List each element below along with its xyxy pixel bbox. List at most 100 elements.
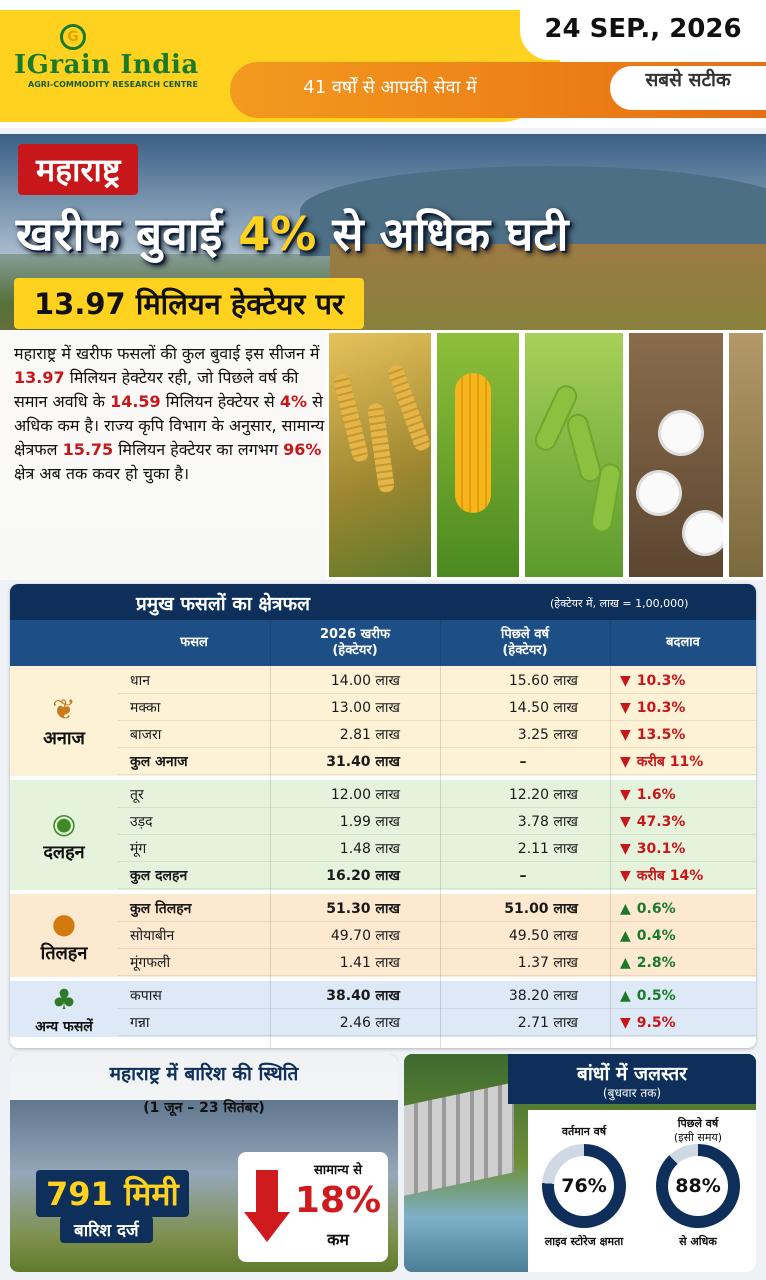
table-row: गन्ना 2.46 लाख 2.71 लाख ▼ 9.5% xyxy=(118,1009,756,1036)
change-percent: 1.6% xyxy=(636,786,676,803)
column-divider xyxy=(270,620,271,1048)
current-area: 1.41 लाख xyxy=(339,955,400,971)
change-percent: करीब 14% xyxy=(636,868,704,884)
table-row: बाजरा 2.81 लाख 3.25 लाख ▼ 13.5% xyxy=(118,721,756,748)
up-arrow-icon: ▲ xyxy=(620,927,631,944)
current-area: 13.00 लाख xyxy=(330,700,400,716)
col-header-previous: पिछले वर्ष (हेक्टेयर) xyxy=(501,627,549,658)
crop-name: गन्ना xyxy=(130,1015,150,1031)
table-unit-note: (हेक्टेयर में, लाख = 1,00,000) xyxy=(550,597,689,610)
intro-value: 96% xyxy=(283,440,322,459)
dam-header xyxy=(508,1054,756,1104)
crop-group-name: अनाज xyxy=(43,728,85,749)
dam-title: बांधों में जलस्तर xyxy=(577,1063,687,1085)
current-area: 2.81 लाख xyxy=(339,727,400,743)
cotton-boll xyxy=(685,513,723,553)
normal-label: सामान्य से xyxy=(314,1163,362,1178)
intro-panel xyxy=(0,330,330,580)
intro-text: से अधिक कम है। राज्य कृपि विभाग के अनुसा… xyxy=(14,392,325,459)
table-row: मक्का 13.00 लाख 14.50 लाख ▼ 10.3% xyxy=(118,694,756,721)
current-area: 31.40 लाख xyxy=(326,754,400,770)
change-value: ▼ करीब 14% xyxy=(610,862,750,889)
maize-photo xyxy=(434,330,522,580)
crop-group-name: तिलहन xyxy=(40,942,88,964)
crop-group: ● तिलहन कुल तिलहन 51.30 लाख 51.00 लाख ▲ 0.6% सो… xyxy=(10,894,756,977)
crop-group-name: दलहन xyxy=(43,842,85,863)
change-percent: 30.1% xyxy=(636,840,686,857)
change-percent: 10.3% xyxy=(636,672,686,689)
rainfall-panel: महाराष्ट्र में बारिश की स्थिति (1 जून – … xyxy=(10,1054,398,1272)
intro-text: मिलियन हेक्टेयर से xyxy=(160,392,280,411)
grain-ear xyxy=(332,372,370,464)
column-divider xyxy=(440,620,441,1048)
current-area: 14.00 लाख xyxy=(330,673,400,689)
change-percent: करीब 11% xyxy=(636,754,704,770)
crop-area-table: प्रमुख फसलों का क्षेत्रफल (हेक्टेयर में,… xyxy=(10,584,756,1048)
previous-area: 49.50 लाख xyxy=(508,928,578,944)
pulses-photo xyxy=(522,330,626,580)
previous-area: 3.78 लाख xyxy=(517,814,578,830)
crop-group-label: ♣ अन्य फसलें xyxy=(10,981,118,1037)
change-percent: 0.4% xyxy=(636,927,676,944)
table-row: सोयाबीन 49.70 लाख 49.50 लाख ▲ 0.4% xyxy=(118,922,756,949)
crop-name: कुल तिलहन xyxy=(130,901,192,917)
crop-group-label: ◉ दलहन xyxy=(10,780,118,890)
crop-group: ❦ अनाज धान 14.00 लाख 15.60 लाख ▼ 10.3% मक्का 13.… xyxy=(10,666,756,776)
change-value: ▼ 30.1% xyxy=(610,835,750,862)
rainfall-header xyxy=(10,1054,398,1100)
previous-year-label: पिछले वर्ष xyxy=(677,1117,719,1130)
pea-pod-icon: ◉ xyxy=(51,806,77,840)
sprout-icon: ♣ xyxy=(51,983,77,1016)
previous-area: – xyxy=(519,867,527,884)
intro-value: 13.97 xyxy=(14,368,65,387)
previous-area: 2.71 लाख xyxy=(517,1015,578,1031)
crop-group: ◉ दलहन तूर 12.00 लाख 12.20 लाख ▼ 1.6% उड़द 1.99 … xyxy=(10,780,756,890)
table-row: तूर 12.00 लाख 12.20 लाख ▼ 1.6% xyxy=(118,781,756,808)
change-percent: 9.5% xyxy=(636,1014,676,1031)
crop-name: धान xyxy=(130,673,151,689)
change-value: ▼ 13.5% xyxy=(610,721,750,748)
change-value: ▼ 47.3% xyxy=(610,808,750,835)
col-header-current: 2026 खरीफ (हेक्टेयर) xyxy=(319,627,391,658)
current-area: 12.00 लाख xyxy=(330,787,400,803)
cotton-boll xyxy=(661,413,701,453)
change-value: ▼ 9.5% xyxy=(610,1009,750,1036)
column-divider xyxy=(610,620,611,1048)
subheadline: 13.97 मिलियन हेक्टेयर पर xyxy=(14,278,364,329)
change-percent: 0.6% xyxy=(636,900,676,917)
change-value: ▲ 0.5% xyxy=(610,982,750,1009)
current-area: 49.70 लाख xyxy=(330,928,400,944)
current-area: 38.40 लाख xyxy=(326,988,400,1004)
crop-name: मूंगफली xyxy=(130,955,171,971)
down-arrow-icon: ▼ xyxy=(620,1014,631,1031)
change-value: ▼ करीब 11% xyxy=(610,748,750,775)
change-value: ▲ 2.8% xyxy=(610,949,750,976)
grain-ear xyxy=(366,402,396,494)
up-arrow-icon: ▲ xyxy=(620,987,631,1004)
table-title: प्रमुख फसलों का क्षेत्रफल xyxy=(136,593,311,615)
rainfall-value: 791 मिमी xyxy=(36,1170,189,1217)
change-value: ▼ 1.6% xyxy=(610,781,750,808)
down-arrow-head xyxy=(244,1212,290,1242)
current-area: 1.48 लाख xyxy=(339,841,400,857)
crop-name: बाजरा xyxy=(130,727,162,743)
crop-group: ♣ अन्य फसलें कपास 38.40 लाख 38.20 लाख ▲ 0.5% गन… xyxy=(10,981,756,1037)
crop-name: कुल अनाज xyxy=(130,754,188,770)
cotton-photo xyxy=(626,330,726,580)
previous-storage-gauge: 88% xyxy=(656,1144,740,1228)
table-total-row: कुल अनाज 31.40 लाख – ▼ करीब 11% xyxy=(118,748,756,775)
table-total-row: कुल दलहन 16.20 लाख – ▼ करीब 14% xyxy=(118,862,756,889)
down-arrow-icon: ▼ xyxy=(620,840,631,857)
state-tag: महाराष्ट्र xyxy=(18,144,139,195)
intro-text: क्षेत्र अब तक कवर हो चुका है। xyxy=(14,464,190,483)
pea-pod xyxy=(564,411,604,485)
intro-text: महाराष्ट्र में खरीफ फसलों की कुल बुवाई इ… xyxy=(14,344,320,363)
less-label: कम xyxy=(327,1230,349,1249)
change-value: ▼ 10.3% xyxy=(610,667,750,694)
previous-year-sublabel: (इसी समय) xyxy=(673,1131,723,1144)
crop-name: उड़द xyxy=(130,814,153,830)
table-row: धान 14.00 लाख 15.60 लाख ▼ 10.3% xyxy=(118,667,756,694)
current-area: 1.99 लाख xyxy=(339,814,400,830)
table-row: कपास 38.40 लाख 38.20 लाख ▲ 0.5% xyxy=(118,982,756,1009)
previous-storage-value: 88% xyxy=(668,1156,728,1216)
